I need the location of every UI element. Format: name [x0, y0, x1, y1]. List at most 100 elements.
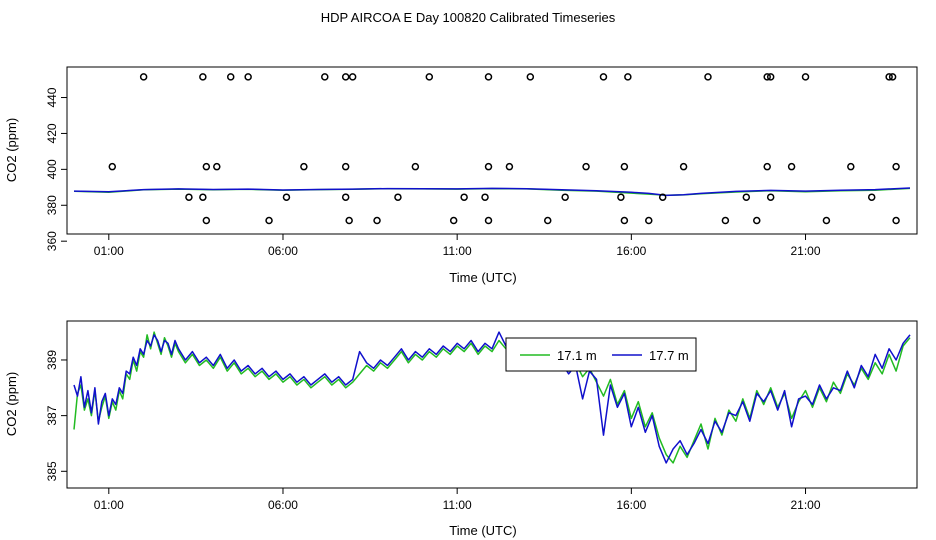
top-marker-point	[526, 73, 535, 81]
bottom-series-line-blue	[73, 331, 911, 464]
top-marker-point	[766, 73, 775, 81]
top-marker-point	[425, 73, 434, 81]
top-marker-point	[300, 162, 308, 171]
top-plot-frame	[66, 66, 918, 235]
top-marker-point	[321, 73, 329, 81]
top-marker-point	[108, 162, 117, 171]
top-marker-point	[599, 73, 608, 81]
bottom-plot-frame	[66, 320, 918, 489]
top-marker-point	[658, 193, 667, 201]
top-marker-point	[801, 73, 810, 81]
top-x-tick-label: 01:00	[94, 244, 124, 258]
top-marker-point	[394, 193, 402, 201]
top-y-tick-label: 360	[45, 231, 59, 251]
top-y-tick-label: 420	[45, 123, 59, 143]
top-marker-point	[787, 162, 796, 171]
top-marker-point	[460, 193, 468, 201]
top-marker-point	[888, 73, 897, 81]
top-x-tick-label: 06:00	[268, 244, 298, 258]
top-marker-point	[624, 73, 632, 81]
top-marker-point	[202, 216, 211, 225]
top-panel: 01:00 06:00 11:00 16:00 21:00 360 380 400 420 44…	[4, 66, 918, 285]
top-marker-point	[199, 193, 207, 201]
bottom-series-group	[73, 331, 911, 464]
top-marker-point	[244, 73, 252, 81]
top-marker-point	[373, 216, 381, 225]
top-marker-point	[341, 193, 350, 201]
top-x-tick-label: 16:00	[616, 244, 646, 258]
bottom-panel: 01:00 06:00 11:00 16:00 21:00 385 387 389 Time…	[4, 320, 918, 538]
bottom-x-tick-label: 16:00	[616, 498, 646, 512]
legend-label-17-1m: 17.1 m	[557, 348, 597, 363]
bottom-x-tick-label: 11:00	[443, 498, 472, 512]
top-marker-point	[202, 162, 211, 171]
top-marker-point	[704, 73, 712, 81]
top-marker-point	[763, 162, 771, 171]
top-x-tick-label: 21:00	[791, 244, 821, 258]
top-y-tick-label: 380	[45, 195, 59, 215]
top-marker-point	[484, 73, 493, 81]
top-marker-point	[484, 216, 493, 225]
top-marker-point	[721, 216, 730, 225]
top-marker-point	[505, 162, 514, 171]
top-marker-point	[645, 216, 653, 225]
top-marker-group	[108, 73, 900, 225]
top-marker-point	[213, 162, 221, 171]
top-marker-point	[867, 193, 876, 201]
top-marker-point	[885, 73, 893, 81]
top-marker-point	[847, 162, 855, 171]
top-marker-point	[679, 162, 688, 171]
top-y-tick-label: 400	[45, 159, 59, 179]
top-marker-point	[226, 73, 235, 81]
top-marker-point	[620, 162, 629, 171]
top-marker-point	[139, 73, 148, 81]
top-marker-point	[766, 193, 775, 201]
figure-title: HDP AIRCOA E Day 100820 Calibrated Times…	[321, 10, 616, 25]
top-marker-point	[617, 193, 625, 201]
bottom-y-tick-label: 387	[45, 405, 59, 425]
bottom-y-tick-label: 385	[45, 461, 59, 481]
top-marker-point	[449, 216, 458, 225]
top-marker-point	[481, 193, 489, 201]
top-x-tick-label: 11:00	[443, 244, 472, 258]
bottom-x-tick-label: 06:00	[268, 498, 298, 512]
bottom-y-tick-label: 389	[45, 350, 59, 370]
top-marker-point	[185, 193, 193, 201]
top-marker-point	[543, 216, 552, 225]
top-marker-point	[742, 193, 751, 201]
top-marker-point	[348, 73, 357, 81]
bottom-y-axis: 385 387 389	[45, 350, 67, 481]
top-series-line-blue	[73, 187, 911, 197]
bottom-y-axis-label: CO2 (ppm)	[4, 372, 19, 436]
legend: 17.1 m 17.7 m	[505, 337, 697, 372]
top-marker-point	[341, 73, 350, 81]
bottom-x-axis-label: Time (UTC)	[449, 523, 516, 538]
top-marker-point	[561, 193, 569, 201]
top-x-axis-label: Time (UTC)	[449, 270, 516, 285]
bottom-x-tick-label: 01:00	[94, 498, 124, 512]
top-marker-point	[822, 216, 831, 225]
top-y-axis-label: CO2 (ppm)	[4, 118, 19, 182]
top-marker-point	[282, 193, 291, 201]
top-series-group	[73, 187, 911, 197]
bottom-x-tick-label: 21:00	[791, 498, 821, 512]
top-y-axis: 360 380 400 420 440	[45, 87, 67, 251]
bottom-x-axis: 01:00 06:00 11:00 16:00 21:00	[94, 488, 821, 512]
top-marker-point	[199, 73, 207, 81]
top-marker-point	[265, 216, 273, 225]
top-marker-point	[582, 162, 590, 171]
legend-label-17-7m: 17.7 m	[649, 348, 689, 363]
bottom-series-line-green	[73, 331, 911, 464]
top-marker-point	[345, 216, 353, 225]
top-marker-point	[753, 216, 761, 225]
top-marker-point	[892, 216, 900, 225]
top-marker-point	[341, 162, 350, 171]
top-marker-point	[620, 216, 629, 225]
top-marker-point	[484, 162, 493, 171]
top-y-tick-label: 440	[45, 87, 59, 107]
top-marker-point	[411, 162, 420, 171]
top-marker-point	[763, 73, 771, 81]
top-x-axis: 01:00 06:00 11:00 16:00 21:00	[94, 234, 821, 258]
top-marker-point	[892, 162, 900, 171]
